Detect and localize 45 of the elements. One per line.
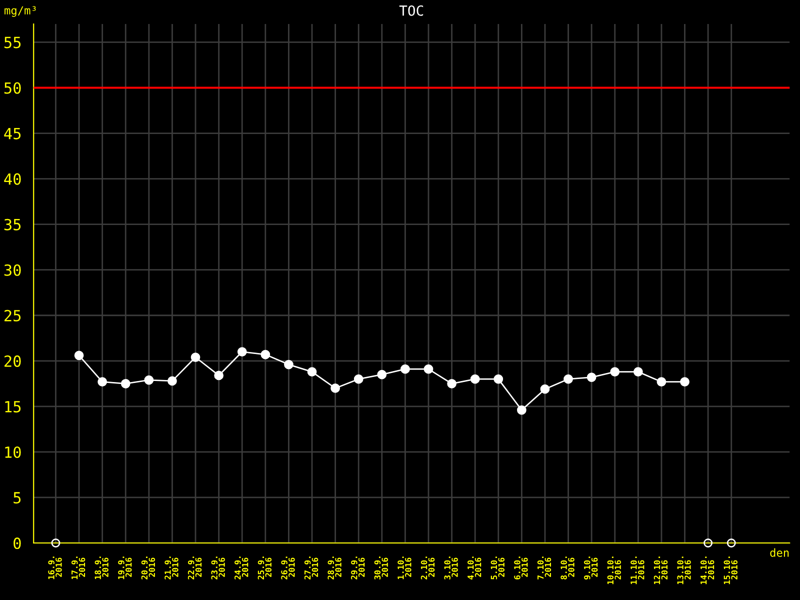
x-tick-label: 7.10. 2016 [537, 556, 552, 580]
x-tick-label: 16.9. 2016 [48, 556, 62, 580]
y-tick-label: 55 [4, 36, 21, 48]
y-tick-label: 0 [14, 538, 21, 550]
x-tick-label: 11.10. 2016 [630, 556, 644, 584]
x-tick-label: 29.9. 2016 [350, 556, 365, 580]
x-tick-label: 1.10. 2016 [398, 556, 412, 580]
x-tick-label: 15.10. 2016 [724, 556, 738, 584]
x-tick-label: 8.10. 2016 [560, 556, 574, 580]
x-tick-label: 4.10. 2016 [467, 556, 482, 580]
x-tick-label: 9.10. 2016 [584, 556, 598, 580]
y-tick-label: 10 [5, 446, 21, 458]
x-tick-label: 25.9. 2016 [258, 556, 272, 580]
x-tick-label: 5.10. 2016 [490, 556, 505, 580]
x-tick-label: 14.10. 2016 [700, 556, 714, 584]
x-tick-label: 6.10. 2016 [514, 556, 528, 580]
x-tick-label: 12.10. 2016 [654, 556, 668, 584]
y-tick-label: 30 [4, 264, 21, 276]
x-tick-label: 10.10. 2016 [607, 556, 622, 584]
chart-title: TOC [399, 5, 424, 16]
y-tick-label: 45 [4, 128, 21, 140]
x-tick-label: 27.9. 2016 [304, 556, 318, 580]
x-tick-label: 3.10. 2016 [444, 556, 458, 580]
x-tick-label: 22.9. 2016 [188, 556, 202, 580]
y-tick-label: 35 [4, 218, 21, 230]
x-tick-label: 20.9. 2016 [141, 556, 156, 580]
x-tick-label: 21.9. 2016 [164, 556, 178, 580]
x-axis-title: den [770, 548, 789, 557]
x-tick-label: 17.9. 2016 [71, 556, 86, 580]
y-axis-title: mg/m³ [4, 6, 36, 17]
y-tick-label: 25 [4, 310, 21, 322]
x-tick-label: 24.9. 2016 [234, 556, 248, 580]
x-tick-label: 18.9. 2016 [94, 556, 108, 580]
y-tick-label: 15 [5, 401, 21, 412]
x-tick-label: 2.10. 2016 [420, 556, 435, 580]
y-tick-label: 40 [4, 173, 21, 185]
x-tick-label: 28.9. 2016 [328, 556, 342, 580]
x-tick-label: 19.9. 2016 [118, 556, 132, 580]
y-tick-label: 5 [14, 492, 21, 504]
y-tick-label: 20 [4, 355, 21, 367]
y-tick-label: 50 [4, 82, 21, 94]
x-tick-label: 23.9. 2016 [211, 556, 225, 580]
x-tick-label: 26.9. 2016 [281, 556, 295, 580]
x-tick-label: 13.10. 2016 [677, 556, 691, 584]
x-tick-label: 30.9. 2016 [374, 556, 388, 580]
